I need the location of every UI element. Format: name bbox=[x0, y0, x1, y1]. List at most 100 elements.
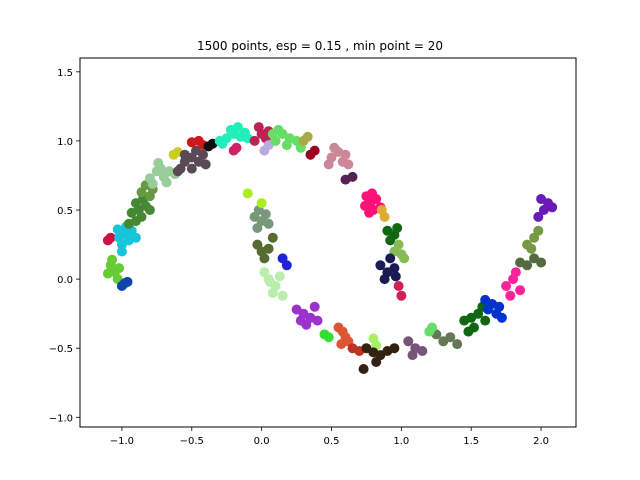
data-point-c6-p5 bbox=[147, 178, 158, 189]
data-point-c25-p1 bbox=[396, 290, 407, 301]
data-point-c2-p1 bbox=[105, 232, 116, 243]
data-point-c42-p0 bbox=[501, 281, 512, 291]
data-point-c31-p3 bbox=[312, 315, 323, 326]
data-point-c41-p5 bbox=[496, 312, 507, 323]
data-point-c16-p1 bbox=[309, 145, 320, 156]
data-point-c45-p4 bbox=[536, 194, 547, 204]
data-point-c3-p7 bbox=[112, 224, 123, 235]
data-point-c30-p3 bbox=[267, 287, 278, 298]
data-point-c6-p6 bbox=[161, 177, 172, 188]
x-axis: −1.0 −0.5 0.0 0.5 1.0 1.5 2.0 bbox=[110, 427, 549, 447]
data-point-c12-p5 bbox=[232, 122, 243, 133]
data-point-c45-p3 bbox=[547, 202, 558, 213]
data-point-c17-p1 bbox=[302, 131, 313, 142]
data-point-c27-p0 bbox=[242, 188, 253, 199]
data-point-c26-p3 bbox=[260, 209, 271, 220]
data-point-c28-p3 bbox=[259, 253, 270, 264]
data-point-c36-p6 bbox=[358, 364, 369, 374]
data-point-c30-p6 bbox=[265, 276, 275, 287]
data-point-c44-p3 bbox=[526, 243, 537, 254]
y-tick-label: −0.5 bbox=[49, 344, 73, 355]
data-point-c4-p8 bbox=[123, 218, 134, 229]
data-point-c26-p4 bbox=[252, 223, 263, 233]
data-point-c26-p5 bbox=[263, 218, 274, 229]
data-point-c24-p0 bbox=[375, 260, 386, 271]
data-point-c29-p1 bbox=[281, 260, 292, 271]
data-point-c0-p4 bbox=[107, 254, 118, 265]
data-point-c8-p9 bbox=[172, 166, 183, 177]
data-point-c20-p5 bbox=[360, 200, 370, 211]
data-point-c6-p7 bbox=[153, 158, 164, 168]
x-tick-label: −0.5 bbox=[180, 436, 204, 447]
data-point-c40-p6 bbox=[463, 326, 474, 337]
data-point-c24-p5 bbox=[390, 271, 401, 282]
y-tick-label: −1.0 bbox=[49, 413, 73, 424]
data-point-c8-p8 bbox=[200, 159, 211, 170]
data-point-c39-p1 bbox=[427, 322, 438, 333]
y-tick-label: 0.0 bbox=[57, 275, 73, 286]
data-point-c31-p6 bbox=[295, 315, 306, 326]
data-point-c43-p1 bbox=[522, 260, 533, 271]
data-point-c24-p2 bbox=[389, 263, 400, 274]
data-point-c28-p2 bbox=[263, 243, 274, 254]
data-point-c15-p7 bbox=[267, 129, 278, 139]
data-point-c23-p3 bbox=[399, 253, 410, 264]
data-point-c3-p8 bbox=[130, 232, 141, 243]
data-point-c31-p5 bbox=[309, 301, 320, 312]
y-axis: −1.0 −0.5 0.0 0.5 1.0 1.5 bbox=[49, 68, 80, 424]
data-point-c42-p2 bbox=[515, 285, 526, 296]
y-tick-label: 0.5 bbox=[57, 206, 73, 217]
plot-frame bbox=[79, 57, 577, 428]
data-point-c25-p0 bbox=[393, 281, 404, 291]
data-point-c21-p1 bbox=[379, 211, 390, 222]
data-point-c37-p2 bbox=[417, 346, 428, 356]
chart-title: 1500 points, esp = 0.15 , min point = 20 bbox=[197, 39, 443, 53]
data-point-c8-p7 bbox=[191, 145, 201, 156]
data-point-c24-p4 bbox=[379, 274, 390, 285]
data-point-c11-p1 bbox=[231, 142, 242, 153]
data-point-c20-p7 bbox=[367, 188, 377, 199]
data-point-c42-p3 bbox=[510, 267, 521, 278]
data-point-c28-p4 bbox=[267, 232, 278, 243]
data-point-c36-p5 bbox=[371, 357, 382, 367]
data-point-c30-p4 bbox=[274, 271, 285, 282]
data-point-c18-p6 bbox=[323, 159, 334, 170]
x-tick-label: 2.0 bbox=[533, 436, 549, 447]
data-point-c43-p3 bbox=[536, 257, 547, 268]
data-point-c37-p3 bbox=[407, 350, 418, 361]
data-point-c32-p1 bbox=[323, 332, 334, 343]
y-tick-label: 1.5 bbox=[57, 68, 73, 79]
data-point-c30-p5 bbox=[277, 290, 288, 301]
data-point-c15-p4 bbox=[281, 140, 292, 151]
data-point-c38-p3 bbox=[452, 339, 463, 350]
data-point-c12-p7 bbox=[214, 135, 225, 146]
data-point-c18-p5 bbox=[343, 159, 354, 170]
data-point-c4-p7 bbox=[144, 205, 155, 215]
x-tick-label: 0.5 bbox=[324, 436, 340, 447]
data-point-c27-p1 bbox=[256, 198, 267, 209]
data-point-c37-p0 bbox=[403, 336, 414, 347]
data-point-c36-p4 bbox=[389, 343, 400, 354]
data-point-c38-p2 bbox=[445, 332, 456, 343]
data-point-c3-p4 bbox=[116, 246, 127, 257]
data-point-c0-p5 bbox=[114, 263, 125, 274]
data-point-c22-p3 bbox=[392, 223, 403, 233]
points-layer bbox=[102, 122, 558, 374]
y-tick-label: 1.0 bbox=[57, 137, 73, 148]
data-point-c41-p4 bbox=[483, 304, 493, 315]
data-point-c8-p6 bbox=[179, 149, 190, 160]
data-point-c24-p3 bbox=[385, 253, 396, 264]
data-point-c1-p2 bbox=[122, 276, 133, 287]
x-tick-label: −1.0 bbox=[110, 436, 134, 447]
data-point-c42-p4 bbox=[505, 290, 516, 301]
x-tick-label: 1.0 bbox=[393, 436, 409, 447]
x-tick-label: 0.0 bbox=[254, 436, 270, 447]
data-point-c45-p0 bbox=[533, 211, 544, 222]
data-point-c44-p2 bbox=[533, 225, 544, 236]
data-point-c22-p2 bbox=[385, 235, 396, 246]
data-point-c40-p3 bbox=[480, 315, 491, 326]
data-point-c23-p2 bbox=[393, 239, 404, 250]
data-point-c33-p4 bbox=[336, 339, 347, 350]
data-point-c13-p0 bbox=[249, 135, 260, 146]
